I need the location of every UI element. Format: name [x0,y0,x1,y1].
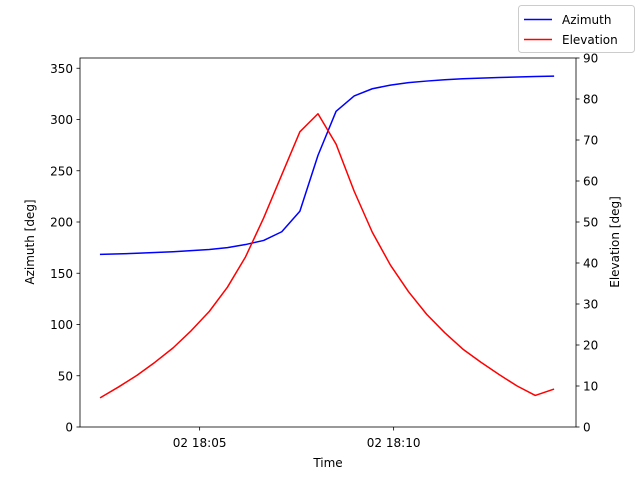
right-y-tick-label: 90 [583,52,598,66]
series-line-elevation [99,113,555,399]
legend-frame [518,5,635,53]
plot-frame [79,57,577,428]
series-line-azimuth [99,75,555,256]
left-y-axis-label: Azimuth [deg] [23,199,37,284]
plot-area: 0 50 100 150 200 250 300 350 0 10 20 30 40 50 60 70 80 90… [50,52,598,451]
legend-label-azimuth: Azimuth [562,13,611,27]
left-y-tick-label: 150 [50,267,73,281]
left-y-tick-label: 200 [50,216,73,230]
legend-label-elevation: Elevation [562,33,618,47]
right-y-tick-label: 30 [583,298,598,312]
right-y-tick-label: 20 [583,339,598,353]
right-y-tick-label: 80 [583,93,598,107]
right-y-tick-label: 40 [583,257,598,271]
left-y-tick-label: 300 [50,113,73,127]
left-y-tick-label: 250 [50,164,73,178]
left-y-tick-label: 350 [50,62,73,76]
x-axis-label: Time [312,456,342,470]
left-y-tick-label: 50 [58,369,73,383]
x-tick-label: 02 18:05 [173,436,227,450]
left-y-tick-label: 0 [65,421,73,435]
right-y-axis-label: Elevation [deg] [608,196,622,288]
right-y-tick-label: 50 [583,216,598,230]
left-y-tick-label: 100 [50,318,73,332]
right-y-tick-label: 0 [583,421,591,435]
right-y-tick-label: 60 [583,175,598,189]
x-tick-label: 02 18:10 [367,436,421,450]
legend: Azimuth Elevation [518,5,635,53]
right-y-tick-label: 70 [583,134,598,148]
right-y-tick-label: 10 [583,380,598,394]
